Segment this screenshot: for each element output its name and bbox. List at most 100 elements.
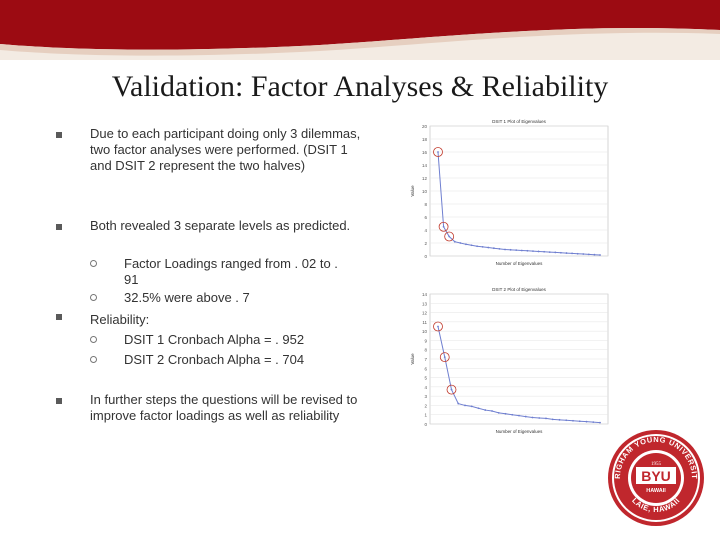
sub-bullet-text: DSIT 2 Cronbach Alpha = . 704	[124, 352, 305, 367]
series-line	[437, 151, 601, 256]
x-axis-label: Number of Eigenvalues	[496, 261, 544, 266]
y-tick-label: 14	[422, 163, 428, 168]
eigenvalue-chart-1: 0 2 4 6 8 10 12 14 16 18 20 DSIT 1 Plot of Eigenval…	[408, 116, 618, 271]
data-point	[511, 413, 514, 416]
svg-text:BYU: BYU	[641, 468, 671, 484]
data-point	[571, 252, 573, 255]
highlight-circle	[438, 221, 449, 232]
sub-bullet-text: 32.5% were above . 7	[124, 290, 250, 305]
data-point	[448, 235, 451, 238]
bullet-text: Reliability:	[90, 312, 150, 327]
data-point	[585, 420, 588, 423]
sub-bullet-text: DSIT 1 Cronbach Alpha = . 952	[124, 332, 305, 347]
y-tick-label: 6	[424, 215, 427, 220]
data-point	[498, 247, 501, 250]
data-point	[481, 246, 484, 248]
data-point	[464, 404, 466, 407]
bullet-marker-icon	[56, 132, 62, 138]
data-point	[531, 416, 534, 419]
y-tick-label: 1	[424, 413, 427, 418]
byu-hawaii-logo: BRIGHAM YOUNG UNIVERSITY LAIE, HAWAII 19…	[603, 421, 706, 528]
data-point	[470, 244, 473, 247]
y-tick-label: 2	[424, 241, 427, 246]
y-tick-label: 12	[422, 311, 428, 316]
y-tick-label: 4	[424, 228, 427, 233]
data-point	[450, 388, 453, 391]
y-tick-label: 10	[422, 329, 428, 334]
data-point	[599, 254, 601, 256]
y-tick-label: 9	[424, 338, 427, 343]
y-tick-label: 3	[424, 394, 427, 399]
data-point	[537, 250, 540, 253]
data-point	[524, 415, 527, 418]
data-point	[453, 240, 456, 243]
y-tick-label: 14	[422, 292, 428, 297]
data-point	[526, 249, 529, 252]
data-point	[443, 356, 446, 359]
y-tick-label: 13	[422, 301, 428, 306]
data-point	[477, 407, 480, 410]
sub-bullet-circle-icon	[90, 356, 97, 363]
y-tick-label: 5	[424, 376, 427, 381]
chart-title: DSIT 2 Plot of Eigenvalues	[492, 287, 546, 292]
chart-1-svg: 0 2 4 6 8 10 12 14 16 18 20 DSIT 1 Plot of Eigenval…	[410, 119, 609, 266]
data-point	[484, 409, 487, 411]
data-point	[565, 419, 568, 422]
y-tick-label: 18	[422, 137, 428, 142]
sub-bullet-circle-icon	[90, 336, 97, 343]
highlight-circle	[433, 147, 443, 157]
svg-text:HAWAII: HAWAII	[646, 488, 666, 494]
data-point	[558, 418, 561, 421]
data-point	[442, 225, 445, 228]
data-point	[548, 251, 551, 254]
data-point	[457, 402, 460, 405]
data-point	[576, 252, 579, 255]
data-point	[476, 245, 479, 248]
data-point	[465, 243, 467, 246]
data-point	[437, 325, 439, 328]
data-point	[491, 410, 493, 412]
y-tick-label: 8	[424, 202, 427, 207]
bullet-marker-icon	[56, 398, 62, 404]
data-point	[497, 411, 500, 414]
data-point	[572, 419, 574, 422]
data-point	[492, 247, 495, 250]
header-banner	[0, 0, 720, 60]
data-point	[582, 253, 585, 255]
y-tick-label: 8	[424, 348, 427, 353]
byu-seal-icon: BRIGHAM YOUNG UNIVERSITY LAIE, HAWAII 19…	[603, 421, 704, 526]
x-axis-label: Number of Eigenvalues	[496, 429, 544, 434]
data-point	[538, 417, 541, 419]
data-point	[545, 417, 547, 420]
sub-bullet-circle-icon	[90, 294, 97, 301]
data-point	[593, 253, 596, 256]
y-axis-label: Value	[410, 353, 415, 365]
data-point	[437, 151, 439, 153]
sub-bullet-circle-icon	[90, 260, 97, 267]
highlight-circle	[433, 321, 443, 332]
bullet-text: In further steps the questions will be r…	[90, 392, 358, 423]
data-point	[554, 251, 557, 254]
data-point	[518, 414, 520, 417]
y-axis-label: Value	[410, 185, 415, 197]
y-tick-label: 2	[424, 403, 427, 408]
data-point	[515, 249, 518, 252]
data-point	[520, 249, 523, 252]
data-point	[504, 248, 506, 251]
y-tick-label: 12	[422, 176, 428, 181]
y-tick-label: 20	[422, 124, 428, 129]
data-point	[587, 253, 590, 256]
data-point	[578, 420, 581, 423]
highlight-circle	[446, 384, 457, 395]
bullet-text: Due to each participant doing only 3 dil…	[90, 126, 361, 173]
chart-title: DSIT 1 Plot of Eigenvalues	[492, 119, 546, 124]
data-point	[599, 421, 601, 424]
y-tick-label: 0	[424, 422, 427, 427]
data-point	[509, 248, 512, 251]
data-point	[532, 250, 534, 253]
highlight-circle	[444, 231, 455, 242]
bullet-text: Both revealed 3 separate levels as predi…	[90, 218, 351, 233]
bullet-marker-icon	[56, 314, 62, 320]
